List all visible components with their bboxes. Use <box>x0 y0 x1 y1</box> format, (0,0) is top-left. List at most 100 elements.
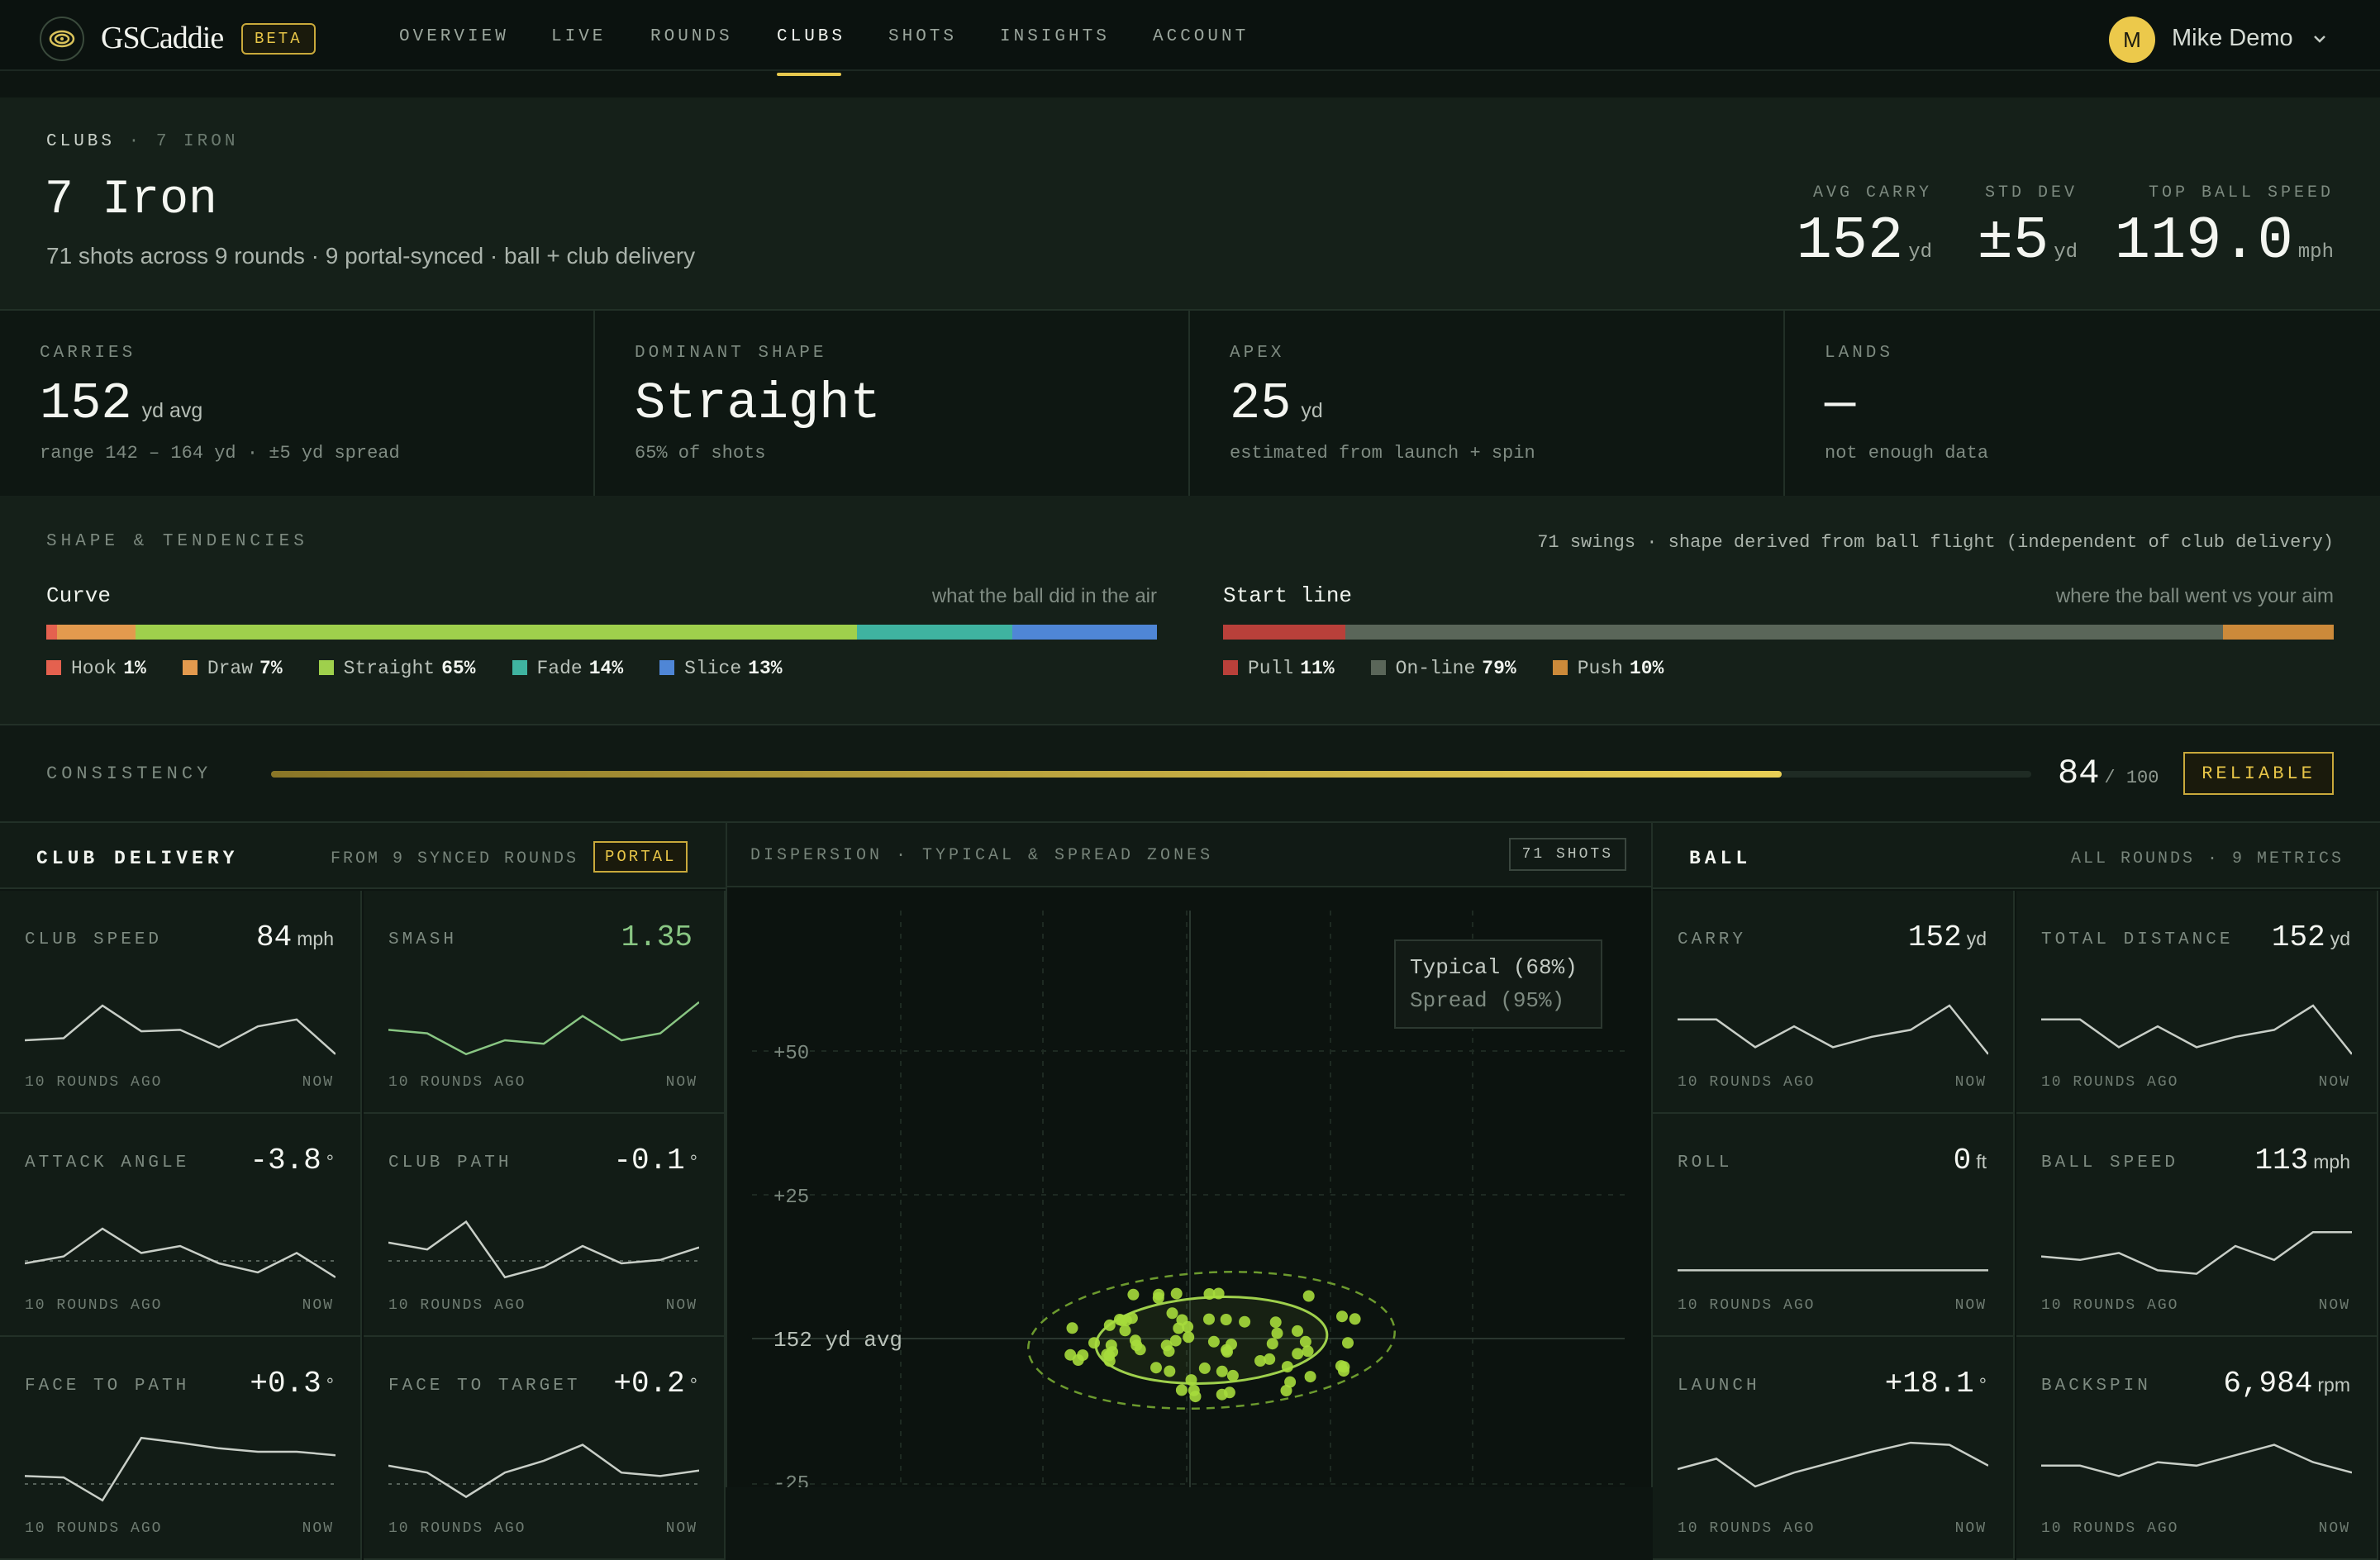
shot-dot[interactable] <box>1266 1338 1278 1350</box>
avatar[interactable]: M <box>2109 17 2155 63</box>
shot-dot[interactable] <box>1166 1307 1178 1320</box>
shot-dot[interactable] <box>1126 1312 1138 1325</box>
shot-dot[interactable] <box>1269 1316 1282 1329</box>
shot-dot[interactable] <box>1342 1337 1354 1349</box>
shot-dot[interactable] <box>1271 1327 1283 1339</box>
shot-dot[interactable] <box>1264 1353 1276 1365</box>
shot-dot[interactable] <box>1336 1310 1348 1323</box>
shot-dot[interactable] <box>1105 1339 1117 1352</box>
shot-dot[interactable] <box>1302 1345 1314 1358</box>
club-delivery-header: CLUB DELIVERY FROM 9 SYNCED ROUNDS PORTA… <box>0 823 726 889</box>
shot-dot[interactable] <box>1226 1369 1239 1382</box>
metric-club-speed[interactable]: CLUB SPEED 84 mph 10 ROUNDS AGO NOW <box>0 891 362 1114</box>
nav-overview[interactable]: OVERVIEW <box>399 27 509 46</box>
breadcrumb-root[interactable]: CLUBS <box>46 132 116 151</box>
nav-clubs[interactable]: CLUBS <box>777 27 846 46</box>
shot-dot[interactable] <box>1349 1313 1361 1325</box>
shot-dot[interactable] <box>1198 1362 1211 1374</box>
shots-count-badge: 71 SHOTS <box>1508 838 1626 871</box>
metric-value-wrap: 113 mph <box>2254 1144 2350 1177</box>
shot-dot[interactable] <box>1185 1374 1197 1386</box>
shot-dot[interactable] <box>1254 1355 1266 1367</box>
metric-roll[interactable]: ROLL 0 ft 10 ROUNDS AGO NOW <box>1653 1114 2015 1337</box>
shot-dot[interactable] <box>1077 1349 1089 1362</box>
shot-dot[interactable] <box>1130 1339 1143 1352</box>
metric-label: ATTACK ANGLE <box>25 1153 190 1172</box>
shot-dot[interactable] <box>1088 1337 1100 1349</box>
metric-face-to-target[interactable]: FACE TO TARGET +0.2 ° 10 ROUNDS AGO NOW <box>364 1337 726 1560</box>
shot-dot[interactable] <box>1216 1365 1228 1377</box>
brand-name[interactable]: GSCaddie <box>101 21 224 55</box>
legend-item-straight: Straight 65% <box>318 658 476 679</box>
consistency-label: CONSISTENCY <box>46 763 212 784</box>
shot-dot[interactable] <box>1203 1313 1215 1325</box>
nav-account[interactable]: ACCOUNT <box>1153 27 1250 46</box>
nav-shots[interactable]: SHOTS <box>888 27 958 46</box>
shot-dot[interactable] <box>1173 1322 1185 1334</box>
shot-dot[interactable] <box>1150 1362 1162 1374</box>
axis-start-label: 10 ROUNDS AGO <box>388 1520 526 1537</box>
metric-label: ROLL <box>1678 1153 1733 1172</box>
shot-dot[interactable] <box>1164 1365 1176 1377</box>
shot-dot[interactable] <box>1189 1391 1202 1403</box>
metric-launch[interactable]: LAUNCH +18.1 ° 10 ROUNDS AGO NOW <box>1653 1337 2015 1560</box>
metric-carry[interactable]: CARRY 152 yd 10 ROUNDS AGO NOW <box>1653 891 2015 1114</box>
nav-rounds[interactable]: ROUNDS <box>650 27 733 46</box>
shot-dot[interactable] <box>1127 1288 1140 1301</box>
spread-zone-ellipse <box>1027 1271 1396 1410</box>
shot-dot[interactable] <box>1338 1365 1349 1377</box>
metric-attack-angle[interactable]: ATTACK ANGLE -3.8 ° 10 ROUNDS AGO NOW <box>0 1114 362 1337</box>
metric-smash[interactable]: SMASH 1.35 10 ROUNDS AGO NOW <box>364 891 726 1114</box>
shot-dot[interactable] <box>1170 1287 1183 1300</box>
shot-dot[interactable] <box>1119 1325 1131 1337</box>
shot-dot[interactable] <box>1281 1361 1293 1373</box>
legend-percent: 1% <box>123 658 146 679</box>
metric-backspin[interactable]: BACKSPIN 6,984 rpm 10 ROUNDS AGO NOW <box>2016 1337 2378 1560</box>
curve-title: Curve <box>46 583 112 608</box>
metric-unit: ft <box>1976 1151 1987 1172</box>
shot-dot[interactable] <box>1153 1288 1165 1301</box>
shot-dot[interactable] <box>1292 1325 1303 1337</box>
bar-segment-fade <box>857 625 1013 640</box>
stat-label: AVG CARRY <box>1812 183 1932 202</box>
shot-dot[interactable] <box>1207 1335 1220 1348</box>
shot-dot[interactable] <box>1212 1287 1225 1300</box>
shot-dot[interactable] <box>1223 1386 1235 1399</box>
card-lands: LANDS — not enough data <box>1785 311 2380 496</box>
metric-total-distance[interactable]: TOTAL DISTANCE 152 yd 10 ROUNDS AGO NOW <box>2016 891 2378 1114</box>
curve-group: Curve what the ball did in the air Hook 1… <box>46 583 1157 679</box>
metric-ball-speed[interactable]: BALL SPEED 113 mph 10 ROUNDS AGO NOW <box>2016 1114 2378 1337</box>
shot-dot[interactable] <box>1114 1314 1126 1325</box>
shot-dot[interactable] <box>1220 1314 1232 1325</box>
shot-dot[interactable] <box>1064 1348 1077 1361</box>
nav-live[interactable]: LIVE <box>551 27 607 46</box>
axis-start-label: 10 ROUNDS AGO <box>1678 1297 1816 1314</box>
shot-dot[interactable] <box>1226 1339 1237 1350</box>
consistency-track <box>271 771 2031 778</box>
shot-dot[interactable] <box>1203 1288 1216 1300</box>
shot-dot[interactable] <box>1066 1322 1078 1334</box>
shot-dot[interactable] <box>1183 1331 1195 1344</box>
shot-dot[interactable] <box>1163 1345 1175 1358</box>
axis-start-label: 10 ROUNDS AGO <box>2041 1297 2179 1314</box>
chevron-down-icon[interactable] <box>2311 30 2329 48</box>
shot-dot[interactable] <box>1292 1348 1304 1360</box>
shot-dot[interactable] <box>1304 1371 1316 1383</box>
sparkline <box>388 1220 699 1279</box>
metric-value: 6,984 <box>2223 1367 2313 1401</box>
shot-dot[interactable] <box>1103 1319 1116 1331</box>
shot-dot[interactable] <box>1284 1376 1297 1388</box>
user-menu[interactable]: Mike Demo <box>2172 25 2293 51</box>
metric-face-to-path[interactable]: FACE TO PATH +0.3 ° 10 ROUNDS AGO NOW <box>0 1337 362 1560</box>
metric-club-path[interactable]: CLUB PATH -0.1 ° 10 ROUNDS AGO NOW <box>364 1114 726 1337</box>
nav-insights[interactable]: INSIGHTS <box>1000 27 1110 46</box>
shot-dot[interactable] <box>1299 1335 1311 1348</box>
shot-dot[interactable] <box>1239 1315 1251 1328</box>
logo-icon[interactable] <box>40 17 84 61</box>
shot-dot[interactable] <box>1175 1384 1188 1396</box>
legend-item-push: Push 10% <box>1552 658 1664 679</box>
shot-dot[interactable] <box>1169 1334 1182 1347</box>
shot-dot[interactable] <box>1302 1290 1315 1302</box>
axis-end-label: NOW <box>1954 1074 1987 1091</box>
metric-value: +0.3 <box>250 1367 321 1401</box>
